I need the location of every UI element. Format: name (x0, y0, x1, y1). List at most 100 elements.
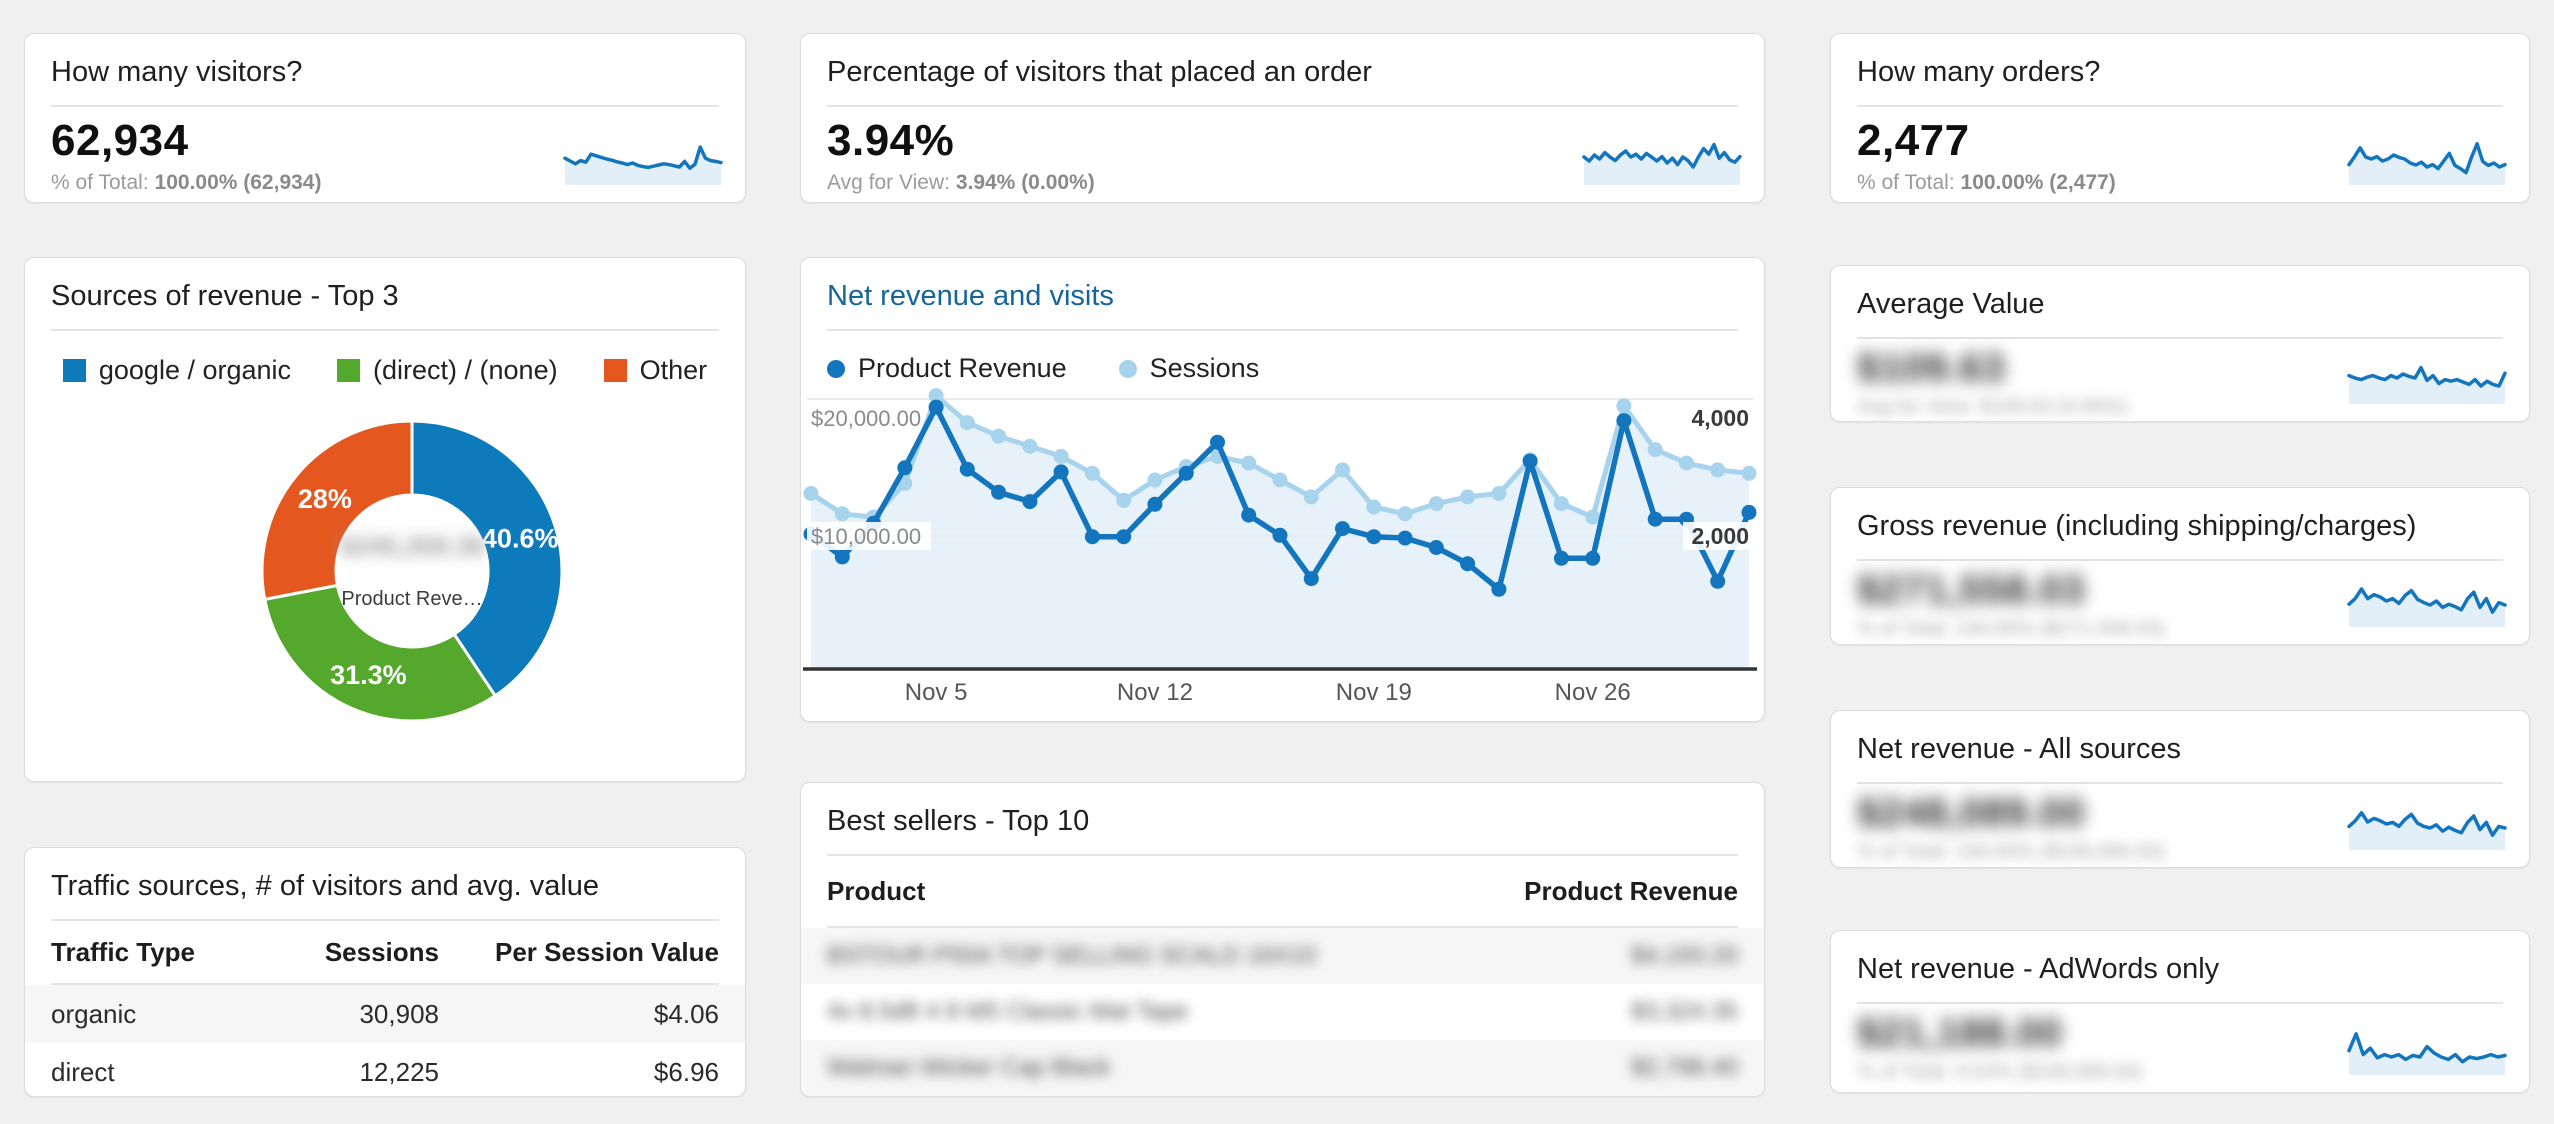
donut-center: $245,359.38 Product Reve… (262, 508, 562, 634)
net-revenue-all-subtitle-blurred: % of Total: 100.00% ($248,089.00) (1857, 841, 2165, 864)
order-rate-subtitle: Avg for View: 3.94% (0.00%) (827, 171, 1738, 195)
gross-revenue-value-blurred: $271,558.03 (1857, 568, 2085, 613)
subtitle-label: % of Total: (1857, 171, 1955, 195)
divider (51, 329, 719, 332)
svg-text:2,000: 2,000 (1691, 523, 1749, 549)
table-row: BSTOUR P50A TOP SELLING SCALD 16X10 $4,1… (801, 928, 1764, 985)
product-cell-blurred: BSTOUR P50A TOP SELLING SCALD 16X10 (827, 942, 1317, 970)
net-revenue-adwords-value-blurred: $21,188.00 (1857, 1011, 2063, 1056)
svg-text:Nov 19: Nov 19 (1336, 679, 1412, 706)
column-header-traffic-type: Traffic Type (51, 936, 196, 967)
sessions-cell: 30,908 (359, 998, 439, 1029)
card-title: Gross revenue (including shipping/charge… (1857, 510, 2417, 542)
divider (1857, 337, 2503, 340)
legend-dot-dark-blue (827, 359, 845, 378)
traffic-table: Traffic Type Sessions Per Session Value … (25, 921, 745, 1096)
orders-value: 2,477 (1857, 116, 1970, 166)
divider (827, 105, 1738, 108)
donut-center-value-blurred: $245,359.38 (339, 531, 485, 562)
divider (51, 105, 719, 108)
order-rate-kpi-card: Percentage of visitors that placed an or… (800, 33, 1765, 203)
divider (827, 329, 1738, 332)
donut-legend: google / organic (direct) / (none) Other (51, 355, 719, 386)
average-value-blurred: $109.63 (1857, 346, 2006, 391)
visitors-subtitle: % of Total: 100.00% (62,934) (51, 171, 719, 195)
orders-kpi-card: How many orders? 2,477 % of Total: 100.0… (1830, 33, 2530, 203)
svg-text:Nov 26: Nov 26 (1555, 679, 1631, 706)
svg-text:31.3%: 31.3% (330, 660, 407, 690)
legend-swatch-orange (603, 359, 627, 383)
traffic-type-cell: organic (51, 998, 137, 1029)
best-sellers-table-header: Product Product Revenue (827, 856, 1738, 929)
legend-item-google-organic: google / organic (62, 355, 292, 386)
per-session-value-cell: $4.06 (653, 998, 719, 1029)
legend-label: (direct) / (none) (373, 355, 558, 386)
net-revenue-visits-chart: $20,000.00 4,000 $10,000.00 2,000 Nov 5 Nov 1… (803, 388, 1757, 706)
card-title: Sources of revenue - Top 3 (51, 280, 399, 312)
legend-item-other: Other (603, 355, 708, 386)
subtitle-bold: 3.94% (0.00%) (955, 171, 1095, 195)
legend-swatch-blue (62, 359, 86, 383)
net-revenue-adwords-card: Net revenue - AdWords only $21,188.00 % … (1830, 930, 2530, 1093)
legend-label: Other (639, 355, 708, 386)
gross-revenue-card: Gross revenue (including shipping/charge… (1830, 487, 2530, 645)
svg-text:28%: 28% (298, 484, 352, 514)
card-title: How many visitors? (51, 56, 303, 88)
card-title: Percentage of visitors that placed an or… (827, 56, 1372, 88)
legend-swatch-green (337, 359, 361, 383)
divider (1857, 559, 2503, 562)
card-title: Average Value (1857, 288, 2045, 320)
sessions-cell: 12,225 (359, 1056, 439, 1087)
svg-text:4,000: 4,000 (1691, 405, 1749, 431)
order-rate-value: 3.94% (827, 116, 955, 166)
per-session-value-cell: $6.96 (653, 1056, 719, 1087)
product-revenue-cell-blurred: $2,798.40 (1631, 1054, 1738, 1082)
legend-label: google / organic (98, 355, 292, 386)
net-revenue-visits-card: Net revenue and visits Product Revenue S… (800, 257, 1765, 722)
svg-text:$10,000.00: $10,000.00 (811, 524, 921, 549)
product-cell-blurred: 4x 8.5dft 4 8 M5 Classic Mat Tape (827, 998, 1189, 1026)
net-revenue-adwords-sparkline (2347, 1032, 2507, 1075)
traffic-table-header: Traffic Type Sessions Per Session Value (51, 921, 719, 986)
net-revenue-all-card: Net revenue - All sources $248,089.00 % … (1830, 710, 2530, 868)
donut-svg: 40.6% 31.3% 28% (260, 419, 564, 723)
visitors-sparkline (563, 145, 723, 185)
visitors-value: 62,934 (51, 116, 189, 166)
average-value-sparkline (2347, 365, 2507, 404)
donut-chart: 40.6% 31.3% 28% $245,359.38 Product Reve… (51, 388, 745, 781)
svg-text:Nov 12: Nov 12 (1117, 679, 1193, 706)
gross-revenue-subtitle-blurred: % of Total: 100.00% ($271,558.03) (1857, 618, 2165, 641)
table-row: direct 12,225 $6.96 (25, 1043, 745, 1096)
divider (1857, 782, 2503, 785)
subtitle-bold: 100.00% (62,934) (154, 171, 322, 195)
svg-text:$20,000.00: $20,000.00 (811, 406, 921, 431)
revenue-sources-card: Sources of revenue - Top 3 google / orga… (24, 257, 746, 782)
card-title: Net revenue - All sources (1857, 733, 2181, 765)
chart-legend: Product Revenue Sessions (827, 353, 1738, 384)
card-title: Best sellers - Top 10 (827, 805, 1090, 837)
subtitle-label: % of Total: (51, 171, 149, 195)
orders-sparkline (2347, 142, 2507, 185)
subtitle-label: Avg for View: (827, 171, 950, 195)
column-header-per-session-value: Per Session Value (494, 936, 719, 967)
svg-text:40.6%: 40.6% (482, 524, 559, 554)
product-cell-blurred: Walman Wicker Cap Black (827, 1054, 1111, 1082)
divider (51, 919, 719, 922)
table-row: Walman Wicker Cap Black $2,798.40 (801, 1040, 1764, 1096)
average-value-subtitle-blurred: Avg for View: $109.63 (0.00%) (1857, 396, 2128, 419)
traffic-sources-card: Traffic sources, # of visitors and avg. … (24, 847, 746, 1097)
traffic-type-cell: direct (51, 1056, 115, 1087)
net-revenue-visits-link[interactable]: Net revenue and visits (827, 280, 1114, 312)
table-row: 4x 8.5dft 4 8 M5 Classic Mat Tape $3,324… (801, 984, 1764, 1040)
legend-item-direct-none: (direct) / (none) (337, 355, 558, 386)
average-value-card: Average Value $109.63 Avg for View: $109… (1830, 265, 2530, 422)
product-revenue-cell-blurred: $3,324.35 (1631, 998, 1738, 1026)
card-title: How many orders? (1857, 56, 2101, 88)
divider (1857, 1002, 2503, 1005)
divider (1857, 105, 2503, 108)
order-rate-sparkline (1582, 142, 1742, 185)
gross-revenue-sparkline (2347, 587, 2507, 627)
legend-label: Sessions (1149, 353, 1260, 384)
visitors-kpi-card: How many visitors? 62,934 % of Total: 10… (24, 33, 746, 203)
